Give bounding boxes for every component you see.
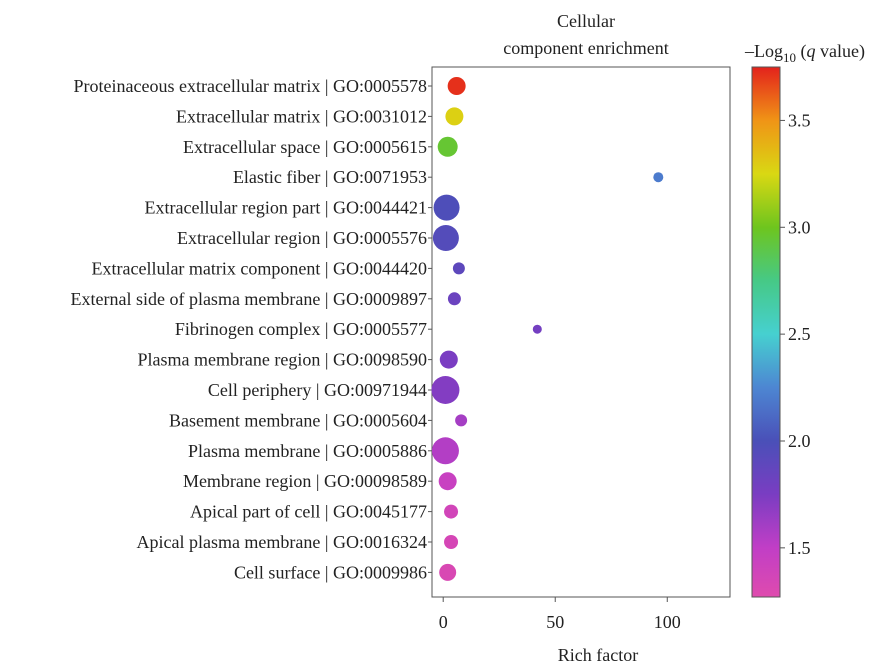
data-point — [438, 472, 457, 491]
x-axis: 0 50 100 — [439, 597, 681, 632]
y-axis-ticks — [428, 85, 432, 573]
colorbar-title: –Log10 (q value) — [744, 41, 865, 65]
data-point — [532, 324, 542, 334]
category-label: Apical part of cell | GO:0045177 — [190, 502, 427, 522]
category-labels: Proteinaceous extracellular matrix | GO:… — [70, 76, 427, 582]
category-label: Extracellular region part | GO:0044421 — [144, 198, 427, 218]
data-point — [431, 376, 460, 404]
category-label: Fibrinogen complex | GO:0005577 — [175, 319, 427, 339]
category-label: Basement membrane | GO:0005604 — [169, 410, 427, 430]
colorbar-tick-label: 2.0 — [788, 431, 811, 451]
data-point — [439, 350, 458, 369]
category-label: Cell periphery | GO:00971944 — [208, 380, 427, 400]
data-point — [452, 262, 465, 275]
colorbar-title-subscript: 10 — [783, 50, 796, 65]
colorbar-tick-label: 1.5 — [788, 538, 811, 558]
category-label: Extracellular region | GO:0005576 — [177, 228, 427, 248]
data-point — [445, 107, 464, 126]
chart-title-line-1: Cellular — [557, 11, 615, 31]
data-point — [431, 437, 459, 465]
colorbar-gradient — [751, 66, 781, 598]
plot-area-frame — [431, 66, 731, 598]
colorbar-tick-label: 2.5 — [788, 324, 811, 344]
data-points — [431, 77, 664, 581]
colorbar-title-suffix: value) — [816, 41, 865, 62]
colorbar: –Log10 (q value) 1.5 2.0 2.5 3.0 3.5 — [744, 41, 865, 598]
data-point — [432, 225, 459, 251]
category-label: Apical plasma membrane | GO:0016324 — [136, 532, 427, 552]
colorbar-title-q: q — [807, 41, 816, 61]
x-axis-title: Rich factor — [558, 645, 638, 665]
category-label: Extracellular matrix component | GO:0044… — [91, 258, 427, 278]
data-point — [439, 563, 457, 581]
data-point — [447, 77, 466, 95]
x-tick-label: 0 — [439, 612, 448, 632]
colorbar-title-paren: ( — [796, 41, 807, 62]
category-label: Plasma membrane | GO:0005886 — [188, 441, 427, 461]
category-label: Extracellular space | GO:0005615 — [183, 137, 427, 157]
x-tick-label: 100 — [654, 612, 681, 632]
category-label: Elastic fiber | GO:0071953 — [233, 167, 427, 187]
category-label: Extracellular matrix | GO:0031012 — [176, 106, 427, 126]
data-point — [653, 172, 664, 183]
data-point — [444, 504, 459, 519]
category-label: External side of plasma membrane | GO:00… — [70, 289, 427, 309]
data-point — [455, 414, 468, 427]
colorbar-ticks: 1.5 2.0 2.5 3.0 3.5 — [780, 110, 811, 558]
x-tick-label: 50 — [546, 612, 564, 632]
colorbar-tick-label: 3.5 — [788, 110, 811, 130]
category-label: Plasma membrane region | GO:0098590 — [137, 350, 427, 370]
category-label: Membrane region | GO:00098589 — [183, 471, 427, 491]
data-point — [447, 292, 461, 306]
data-point — [437, 136, 458, 157]
category-label: Cell surface | GO:0009986 — [234, 562, 427, 582]
category-label: Proteinaceous extracellular matrix | GO:… — [74, 76, 428, 96]
data-point — [433, 194, 460, 221]
colorbar-tick-label: 3.0 — [788, 217, 811, 237]
colorbar-title-prefix: –Log — [744, 41, 783, 61]
chart-title-line-2: component enrichment — [503, 38, 668, 58]
data-point — [444, 535, 459, 549]
